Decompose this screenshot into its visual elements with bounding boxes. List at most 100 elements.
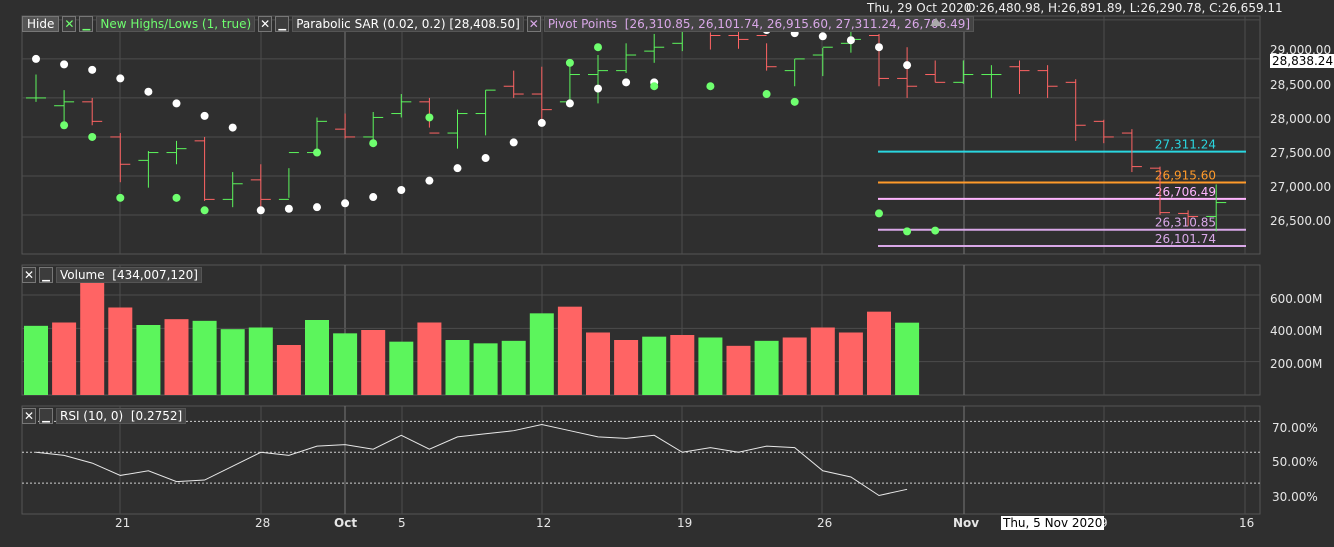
sar-dot (341, 199, 350, 208)
sar-label[interactable]: Parabolic SAR (0.02, 0.2) [28,408.50] (292, 16, 524, 32)
rsi-tick: 50.00% (1272, 455, 1318, 469)
price-tick: 27,500.00 (1270, 146, 1332, 160)
highs-lows-dot (425, 113, 434, 122)
sar-dot (397, 186, 406, 195)
date-tick: Oct (334, 516, 358, 530)
minimize-highs-lows-icon[interactable]: ▁ (79, 16, 94, 32)
price-tick: 28,500.00 (1270, 78, 1332, 92)
rsi-panel (21, 405, 1261, 515)
pivots-value: [26,310.85, 26,101.74, 26,915.60, 27,311… (624, 17, 971, 31)
sar-dot (622, 78, 631, 87)
price-tick: 29,000.00 (1270, 43, 1332, 57)
highs-lows-dot (650, 82, 659, 91)
volume-bar (586, 332, 610, 395)
close-pivots-icon[interactable]: ✕ (526, 16, 541, 32)
scroll-arrow-icon[interactable] (930, 18, 942, 26)
highs-lows-dot (565, 58, 574, 67)
volume-bar (361, 330, 386, 395)
date-tick: 5 (398, 516, 406, 530)
volume-bar (754, 340, 779, 395)
sar-dot (594, 84, 602, 93)
volume-bar (529, 313, 554, 395)
sar-dot (425, 176, 434, 185)
volume-bar (501, 340, 526, 395)
volume-bar (276, 345, 301, 395)
date-tick: 26 (817, 516, 833, 530)
sar-dot (453, 164, 462, 173)
volume-bar (305, 320, 329, 395)
highs-lows-dot (706, 82, 715, 91)
highs-lows-dot (875, 209, 883, 218)
highs-lows-label[interactable]: New Highs/Lows (1, true) (96, 16, 256, 32)
pivot-label: 26,915.60 (1155, 169, 1216, 183)
price-legend: Hide ✕ ▁ New Highs/Lows (1, true) ✕ ▁ Pa… (22, 16, 975, 32)
sar-dot (228, 123, 237, 132)
volume-bar (614, 340, 639, 395)
price-tick: 27,000.00 (1270, 180, 1332, 194)
close-sar-icon[interactable]: ✕ (258, 16, 273, 32)
sar-dot (144, 87, 153, 96)
date-tick: 21 (115, 516, 131, 530)
sar-dot (509, 138, 518, 147)
volume-bar (810, 327, 835, 395)
sar-dot (481, 154, 490, 163)
volume-bar (164, 319, 189, 395)
highs-lows-dot (762, 90, 771, 99)
highs-lows-dot (60, 121, 69, 130)
sar-dot (172, 99, 181, 108)
minimize-volume-icon[interactable]: ▁ (39, 267, 53, 283)
sar-dot (116, 74, 125, 83)
volume-bar (473, 343, 498, 395)
close-highs-lows-icon[interactable]: ✕ (62, 16, 77, 32)
volume-bar (192, 320, 217, 395)
date-tick: Nov (953, 516, 980, 530)
volume-tick: 600.00M (1270, 292, 1323, 306)
rsi-tick: 30.00% (1272, 490, 1318, 504)
sar-dot (284, 204, 293, 213)
pivots-label[interactable]: Pivot Points [26,310.85, 26,101.74, 26,9… (543, 16, 975, 32)
volume-bar (895, 322, 920, 395)
minimize-rsi-icon[interactable]: ▁ (39, 408, 53, 424)
pivots-name: Pivot Points (547, 17, 618, 31)
minimize-sar-icon[interactable]: ▁ (275, 16, 290, 32)
rsi-legend: ✕ ▁ RSI (10, 0) [0.2752] (22, 408, 187, 424)
close-rsi-icon[interactable]: ✕ (22, 408, 36, 424)
volume-tick: 200.00M (1270, 357, 1323, 371)
volume-bar (24, 325, 48, 395)
sar-dot (88, 65, 97, 74)
last-price-tag: 28,838.24 (1270, 54, 1334, 68)
sar-dot (200, 111, 209, 120)
volume-bar (698, 337, 723, 395)
sar-name: Parabolic SAR (0.02, 0.2) (296, 17, 446, 31)
sar-dot (60, 60, 69, 69)
highs-lows-dot (790, 97, 799, 106)
volume-bar (333, 333, 358, 395)
highs-lows-dot (931, 226, 940, 235)
price-tick: 26,500.00 (1270, 214, 1332, 228)
sar-dot (875, 43, 883, 52)
close-volume-icon[interactable]: ✕ (22, 267, 36, 283)
volume-bar (52, 322, 77, 395)
rsi-line (35, 424, 908, 497)
date-tick: 16 (1239, 516, 1255, 530)
volume-bar (248, 327, 273, 395)
highs-lows-dot (88, 132, 97, 141)
highs-lows-dot (594, 43, 602, 52)
volume-label[interactable]: Volume [434,007,120] (56, 267, 202, 283)
header-ohlc: O:26,480.98, H:26,891.89, L:26,290.78, C… (966, 1, 1283, 15)
highs-lows-dot (903, 227, 912, 236)
sar-dot (32, 54, 40, 63)
rsi-label[interactable]: RSI (10, 0) [0.2752] (56, 408, 187, 424)
hide-button[interactable]: Hide (22, 16, 60, 32)
date-tick: 19 (677, 516, 693, 530)
highs-lows-dot (116, 193, 125, 202)
sar-dot (903, 61, 912, 70)
rsi-value: [0.2752] (130, 409, 183, 423)
volume-bar (389, 341, 414, 395)
volume-bar (726, 345, 751, 395)
sar-dot (313, 203, 321, 212)
volume-bar (557, 306, 582, 395)
header-date: Thu, 29 Oct 2020 (867, 1, 972, 15)
volume-bar (642, 336, 667, 395)
